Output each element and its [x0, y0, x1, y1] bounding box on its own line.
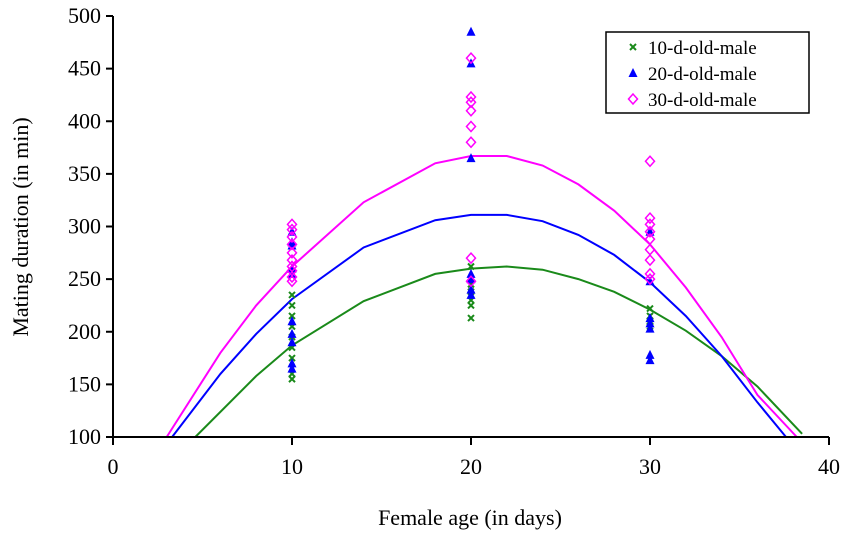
legend-marker-30-d-old-male	[627, 92, 639, 106]
y-tick-label: 300	[68, 214, 101, 239]
y-tick-label: 350	[68, 161, 101, 186]
fit-curve-30-d-old-male	[165, 155, 798, 438]
data-point-20-d-old-male	[466, 268, 476, 278]
x-axis-title: Female age (in days)	[378, 505, 562, 530]
data-point-10-d-old-male	[288, 354, 296, 362]
y-axis-title: Mating duration (in min)	[8, 117, 33, 336]
x-tick-label: 0	[108, 454, 119, 479]
fit-curves	[165, 155, 803, 438]
data-point-30-d-old-male	[465, 120, 477, 133]
data-point-10-d-old-male	[646, 304, 654, 313]
y-axis-ticks: 100 150 200 250 300 350 400 450 500	[68, 3, 113, 449]
data-point-20-d-old-male	[466, 26, 476, 36]
data-point-20-d-old-male	[466, 289, 476, 299]
y-tick-label: 400	[68, 108, 101, 133]
fit-curve-20-d-old-male	[171, 213, 787, 438]
data-point-30-d-old-male	[465, 96, 477, 109]
y-tick-label: 450	[68, 56, 101, 81]
data-point-30-d-old-male	[644, 155, 656, 168]
data-points	[286, 26, 656, 383]
data-point-10-d-old-male	[288, 291, 296, 299]
data-point-30-d-old-male	[644, 243, 656, 256]
data-point-30-d-old-male	[286, 223, 298, 236]
data-point-20-d-old-male	[287, 363, 297, 373]
legend-entries: 10-d-old-male 20-d-old-male 30-d-old-male	[627, 38, 757, 111]
data-point-30-d-old-male	[286, 270, 298, 284]
data-point-30-d-old-male	[644, 254, 656, 267]
data-point-30-d-old-male	[644, 218, 656, 231]
data-point-30-d-old-male	[286, 238, 298, 251]
data-point-20-d-old-male	[287, 337, 297, 347]
data-point-20-d-old-male	[645, 355, 655, 365]
data-point-30-d-old-male	[644, 211, 656, 225]
data-point-20-d-old-male	[645, 349, 655, 359]
y-tick-label: 200	[68, 319, 101, 344]
data-point-20-d-old-male	[466, 284, 476, 294]
data-point-20-d-old-male	[645, 276, 655, 286]
data-point-30-d-old-male	[644, 225, 656, 238]
legend-label: 30-d-old-male	[648, 90, 757, 111]
data-point-30-d-old-male	[644, 233, 656, 246]
data-point-20-d-old-male	[287, 328, 297, 338]
data-point-10-d-old-male	[288, 301, 296, 310]
data-point-30-d-old-male	[286, 260, 298, 273]
fit-curve-10-d-old-male	[194, 265, 803, 438]
x-tick-label: 10	[281, 454, 303, 479]
data-point-10-d-old-male	[467, 314, 475, 322]
data-point-30-d-old-male	[644, 267, 656, 280]
legend-box	[605, 31, 810, 114]
data-point-30-d-old-male	[286, 254, 298, 267]
data-point-30-d-old-male	[644, 273, 656, 286]
data-point-10-d-old-male	[467, 262, 475, 271]
x-axis-ticks: 0 10 20 30 40	[108, 437, 840, 479]
x-tick-label: 30	[639, 454, 661, 479]
data-point-20-d-old-male	[287, 358, 297, 368]
data-point-30-d-old-male	[465, 136, 477, 149]
legend-label: 20-d-old-male	[648, 64, 757, 85]
y-tick-label: 250	[68, 266, 101, 291]
data-point-30-d-old-male	[465, 104, 477, 117]
legend-label: 10-d-old-male	[648, 38, 757, 59]
legend: 10-d-old-male 20-d-old-male 30-d-old-male	[605, 31, 810, 114]
data-point-20-d-old-male	[645, 323, 655, 333]
data-point-30-d-old-male	[286, 230, 298, 244]
data-point-20-d-old-male	[645, 318, 655, 328]
data-point-30-d-old-male	[465, 275, 477, 288]
y-tick-label: 150	[68, 371, 101, 396]
data-point-20-d-old-male	[287, 316, 297, 326]
data-point-30-d-old-male	[465, 251, 477, 265]
y-tick-label: 100	[68, 424, 101, 449]
data-point-20-d-old-male	[645, 313, 655, 323]
legend-marker-10-d-old-male	[629, 43, 637, 51]
data-point-10-d-old-male	[288, 312, 296, 320]
data-point-20-d-old-male	[466, 153, 476, 163]
data-point-30-d-old-male	[286, 218, 298, 231]
data-point-30-d-old-male	[286, 246, 298, 259]
legend-marker-20-d-old-male	[628, 68, 638, 77]
x-tick-label: 20	[460, 454, 482, 479]
data-point-20-d-old-male	[287, 263, 297, 273]
x-tick-label: 40	[818, 454, 840, 479]
y-tick-label: 500	[68, 3, 101, 28]
data-point-30-d-old-male	[465, 51, 477, 65]
data-point-30-d-old-male	[465, 90, 477, 104]
data-point-20-d-old-male	[466, 274, 476, 284]
